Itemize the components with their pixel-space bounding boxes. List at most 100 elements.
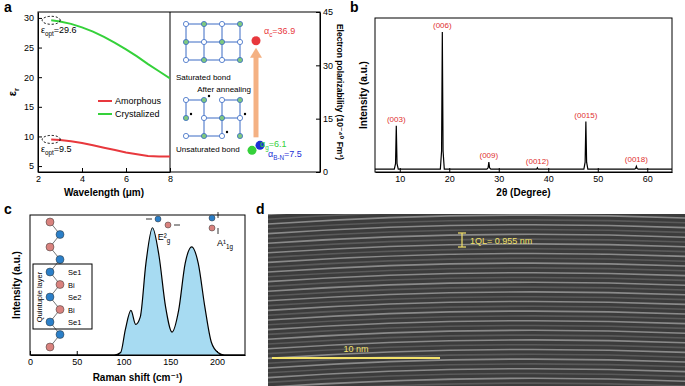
tick-label: 45 xyxy=(323,7,333,17)
annotation: εopt=9.5 xyxy=(41,144,72,157)
tick-label: 150 xyxy=(163,357,178,367)
annotation: After annealing xyxy=(197,85,251,94)
tick-label: 8 xyxy=(168,174,173,184)
spacing-label: 1QL= 0.955 nm xyxy=(470,236,532,246)
image-background xyxy=(268,214,685,386)
annotation: εopt=29.6 xyxy=(41,25,77,38)
legend-swatch xyxy=(98,100,112,102)
atom xyxy=(183,133,188,138)
tick: 15 xyxy=(316,114,333,124)
annotation: Saturated bond xyxy=(176,73,231,82)
structure xyxy=(33,218,92,351)
tick-mark xyxy=(316,172,320,173)
mode-label: E²g xyxy=(158,232,171,245)
y-axis-title: Intensity (a.u.) xyxy=(11,251,22,319)
structure-label: Se1 xyxy=(68,268,81,277)
annotation: Unsaturated bond xyxy=(176,145,240,154)
micrograph-image xyxy=(268,214,685,386)
panel-letter: a xyxy=(4,0,12,15)
atom xyxy=(56,256,64,264)
structure-label: Se2 xyxy=(68,293,81,302)
tick-label: 200 xyxy=(210,357,225,367)
tick-label: 0 xyxy=(28,357,33,367)
arrow xyxy=(218,228,219,234)
peak-label: (009) xyxy=(480,151,499,160)
atom xyxy=(56,331,64,339)
peak-label: (0015) xyxy=(574,111,597,120)
x-axis-title: Raman shift (cm⁻¹) xyxy=(93,372,183,383)
text-part: B-N xyxy=(273,154,284,161)
line xyxy=(51,20,170,78)
scale-label: 10 nm xyxy=(343,344,368,354)
structure-label: Bi xyxy=(68,306,75,315)
text-part: r xyxy=(12,88,21,91)
y2-axis-title: Electron polarizability (10⁻⁴⁰ Fm²) xyxy=(335,24,345,160)
bond-diagram xyxy=(183,21,242,62)
tick-label: 40 xyxy=(544,174,554,184)
tick-label: 50 xyxy=(72,357,82,367)
atom xyxy=(155,216,161,222)
tick: 8 xyxy=(168,168,173,184)
annotation-ring xyxy=(42,16,60,24)
atom xyxy=(46,218,54,226)
tick: 30 xyxy=(494,168,504,184)
atom xyxy=(201,21,206,26)
x-axis-title: 2θ (Degree) xyxy=(496,187,550,198)
lattice-fringe xyxy=(268,383,685,386)
text-part: =36.9 xyxy=(272,26,295,36)
tick-mark xyxy=(38,18,42,19)
text-part: opt xyxy=(45,149,54,157)
legend-label: Crystalized xyxy=(115,109,160,119)
bond-diagram xyxy=(183,95,246,139)
tick: 25 xyxy=(24,43,42,53)
spacing-marker xyxy=(458,232,466,233)
dangling-bond xyxy=(226,131,228,133)
atom xyxy=(219,133,224,138)
atom xyxy=(237,39,242,44)
tick-label: 30 xyxy=(323,61,333,71)
tick: 5 xyxy=(29,161,42,171)
atom xyxy=(56,231,64,239)
line xyxy=(51,139,170,156)
tick-label: 15 xyxy=(323,114,333,124)
atom xyxy=(219,57,224,62)
atom xyxy=(165,222,171,228)
spacing-marker xyxy=(461,233,462,247)
atom xyxy=(201,57,206,62)
tick-mark xyxy=(38,77,42,78)
atom xyxy=(237,21,242,26)
atom xyxy=(219,39,224,44)
text-part: =6.1 xyxy=(269,139,287,149)
tick: 45 xyxy=(316,7,333,17)
atom xyxy=(219,97,224,102)
dangling-bond xyxy=(208,95,210,97)
tick-mark xyxy=(38,166,42,167)
tick-label: 30 xyxy=(24,13,34,23)
axis: 2468 xyxy=(36,168,173,184)
tick-label: 50 xyxy=(593,174,603,184)
tick-label: 15 xyxy=(24,102,34,112)
tick: 10 xyxy=(395,168,405,184)
y-axis-title: Intensity (a.u.) xyxy=(358,61,369,129)
arrow xyxy=(174,225,180,226)
plot-area xyxy=(248,36,265,155)
tick: 30 xyxy=(316,61,333,71)
structure-label: Bi xyxy=(68,281,75,290)
arrow-head xyxy=(250,48,262,58)
tick: 0 xyxy=(28,351,33,367)
axis-line xyxy=(376,172,673,173)
tick-label: 10 xyxy=(24,132,34,142)
plot-area xyxy=(30,228,245,355)
dangling-bond xyxy=(190,113,192,115)
annotation-ring xyxy=(42,135,60,143)
tick-label: 20 xyxy=(24,73,34,83)
text-part: =7.5 xyxy=(284,149,302,159)
text-part: g xyxy=(167,237,171,245)
tick-label: 6 xyxy=(124,174,129,184)
axis-line xyxy=(31,355,246,356)
atom xyxy=(56,306,64,314)
tick-mark xyxy=(38,107,42,108)
peak-label: (0012) xyxy=(526,157,549,166)
plot-frame xyxy=(30,215,245,355)
tick-label: 60 xyxy=(643,174,653,184)
